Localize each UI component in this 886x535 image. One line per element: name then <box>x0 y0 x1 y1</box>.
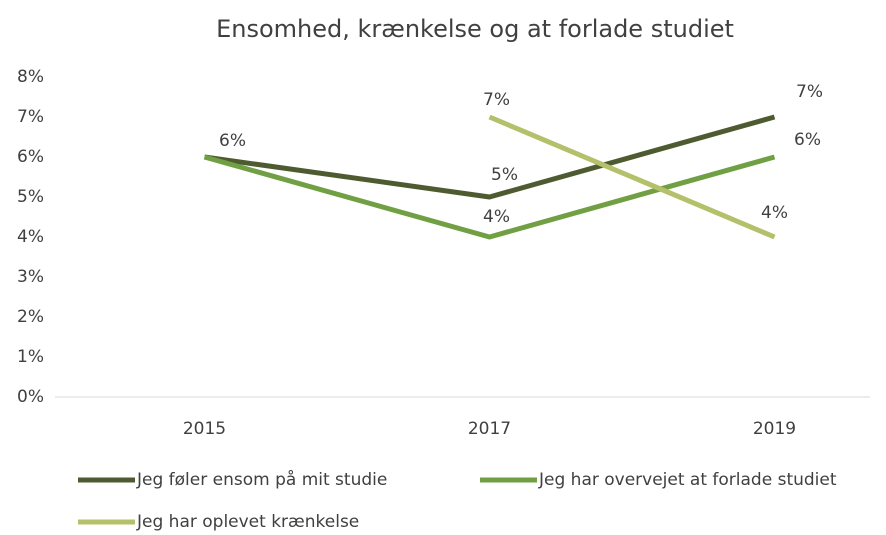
legend-label: Jeg føler ensom på mit studie <box>136 469 387 490</box>
data-label: 7% <box>796 82 823 102</box>
y-tick-label: 8% <box>17 67 44 87</box>
x-tick-label: 2019 <box>753 419 796 439</box>
data-label: 6% <box>794 130 821 150</box>
y-tick-label: 1% <box>17 347 44 367</box>
series-line <box>203 154 776 240</box>
data-label: 4% <box>483 207 510 227</box>
data-label: 7% <box>483 90 510 110</box>
series-line <box>488 114 776 240</box>
data-label: 4% <box>761 203 788 223</box>
x-tick-label: 2015 <box>183 419 226 439</box>
x-tick-label: 2017 <box>468 419 511 439</box>
y-tick-label: 2% <box>17 307 44 327</box>
data-label: 5% <box>491 165 518 185</box>
y-tick-label: 0% <box>17 387 44 407</box>
legend-label: Jeg har oplevet krænkelse <box>136 512 359 532</box>
y-tick-label: 4% <box>17 227 44 247</box>
chart-title: Ensomhed, krænkelse og at forlade studie… <box>216 15 734 43</box>
y-tick-label: 7% <box>17 107 44 127</box>
series-line <box>204 114 776 200</box>
y-tick-label: 3% <box>17 267 44 287</box>
data-label: 6% <box>219 131 246 151</box>
y-tick-label: 6% <box>17 147 44 167</box>
legend-label: Jeg har overvejet at forlade studiet <box>538 470 837 490</box>
y-tick-label: 5% <box>17 187 44 207</box>
